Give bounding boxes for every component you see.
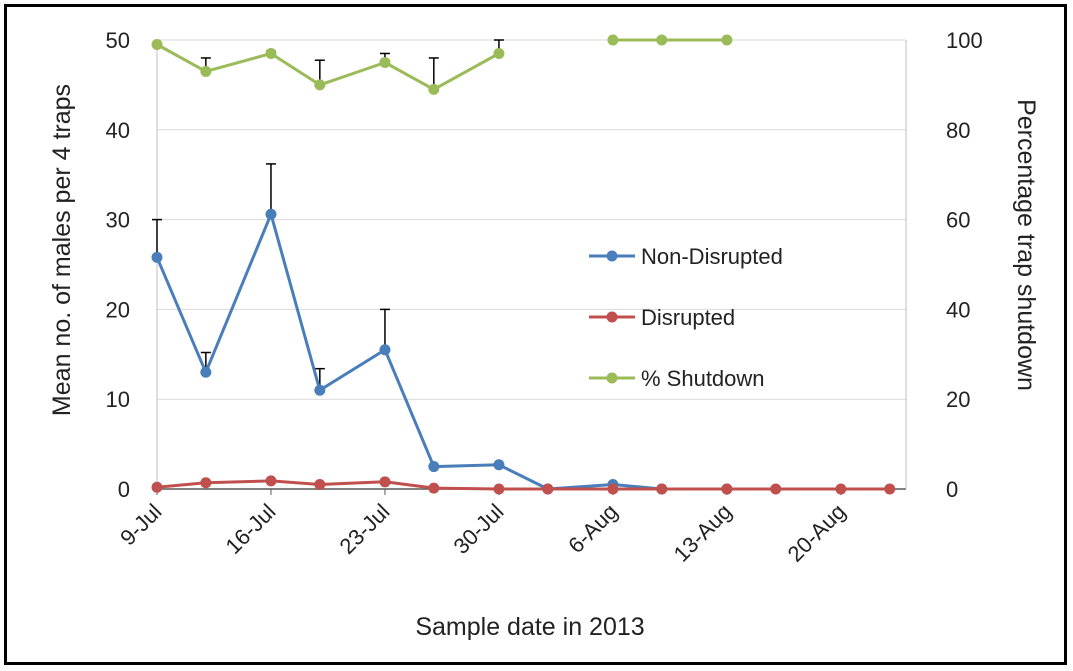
- y-right-tick-label: 20: [946, 387, 970, 412]
- legend-swatch-marker: [606, 250, 618, 262]
- y-left-tick-label: 20: [106, 297, 130, 322]
- legend-swatch-marker: [606, 372, 618, 384]
- disrupted-point: [542, 483, 554, 495]
- x-tick-label: 6-Aug: [563, 499, 622, 558]
- y-right-tick-label: 60: [946, 208, 970, 233]
- series-markers: [151, 34, 896, 495]
- legend-label-shutdown: % Shutdown: [641, 366, 765, 391]
- y-axis-left-title: Mean no. of males per 4 traps: [48, 84, 76, 416]
- x-tick-label: 30-Jul: [448, 499, 508, 559]
- y-right-tick-label: 80: [946, 118, 970, 143]
- gridlines: [157, 39, 906, 400]
- y-right-tick-label: 0: [946, 477, 958, 502]
- disrupted-point: [721, 483, 733, 495]
- shutdown-point: [200, 65, 212, 77]
- disrupted-point: [656, 483, 668, 495]
- y-right-tick-label: 100: [946, 28, 983, 53]
- disrupted-point: [607, 483, 619, 495]
- disrupted-point: [379, 476, 391, 488]
- x-tick-label: 13-Aug: [669, 499, 737, 567]
- disrupted-point: [200, 477, 212, 489]
- chart-frame: [4, 4, 1067, 665]
- x-tick-label: 9-Jul: [115, 499, 166, 550]
- legend: Non-Disrupted Disrupted % Shutdown: [589, 244, 783, 391]
- y-axis-right-title: Percentage trap shutdown: [1012, 99, 1040, 391]
- disrupted-point: [151, 481, 163, 493]
- y-left-tick-label: 30: [106, 208, 130, 233]
- disrupted-point: [314, 479, 326, 491]
- non-disrupted-point: [151, 251, 163, 263]
- disrupted-point: [884, 483, 896, 495]
- non-disrupted-point: [200, 366, 212, 378]
- shutdown-point: [656, 34, 668, 46]
- non-disrupted-point: [314, 384, 326, 396]
- shutdown-point: [428, 83, 440, 95]
- disrupted-point: [493, 483, 505, 495]
- error-bars: [152, 39, 504, 391]
- x-tick-label: 23-Jul: [334, 499, 394, 559]
- legend-label-non-disrupted: Non-Disrupted: [641, 244, 783, 269]
- shutdown-point: [721, 34, 733, 46]
- non-disrupted-point: [379, 344, 391, 356]
- x-axis-title: Sample date in 2013: [415, 613, 644, 641]
- shutdown-point: [493, 47, 505, 59]
- non-disrupted-point: [265, 208, 277, 220]
- disrupted-point: [265, 475, 277, 487]
- disrupted-point: [835, 483, 847, 495]
- shutdown-point: [607, 34, 619, 46]
- y-left-tick-label: 40: [106, 118, 130, 143]
- shutdown-point: [314, 79, 326, 91]
- y-left-tick-label: 10: [106, 387, 130, 412]
- non-disrupted-point: [493, 459, 505, 471]
- disrupted-line: [156, 479, 890, 491]
- legend-swatch-marker: [606, 311, 618, 323]
- axes: [156, 40, 907, 495]
- legend-label-disrupted: Disrupted: [641, 305, 735, 330]
- shutdown-point: [151, 38, 163, 50]
- x-tick-label: 16-Jul: [220, 499, 280, 559]
- y-left-tick-label: 50: [106, 28, 130, 53]
- disrupted-point: [428, 482, 440, 494]
- x-tick-label: 20-Aug: [783, 499, 851, 567]
- y-left-tick-label: 0: [118, 477, 130, 502]
- y-right-tick-label: 40: [946, 297, 970, 322]
- disrupted-point: [770, 483, 782, 495]
- shutdown-point: [265, 47, 277, 59]
- shutdown-point: [379, 56, 391, 68]
- non-disrupted-point: [428, 461, 440, 473]
